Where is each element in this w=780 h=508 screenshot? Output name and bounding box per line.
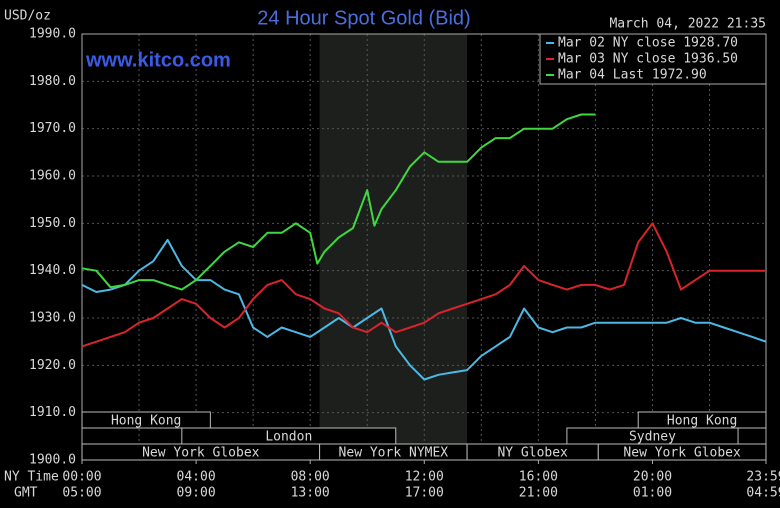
session-label: Hong Kong [667, 414, 737, 429]
x-tick-label: 08:00 [291, 470, 330, 485]
x-tick-label: 00:00 [62, 470, 101, 485]
legend-entry: Mar 02 NY close 1928.70 [558, 36, 738, 51]
session-label: Hong Kong [111, 414, 181, 429]
y-axis-label: USD/oz [4, 9, 51, 24]
session-label: New York Globex [623, 446, 741, 461]
y-tick-label: 1980.0 [29, 74, 76, 89]
x-axis-label: NY Time [4, 470, 59, 485]
y-tick-label: 1930.0 [29, 311, 76, 326]
y-tick-label: 1920.0 [29, 358, 76, 373]
price-line [81, 222, 766, 348]
x-tick-label: 12:00 [405, 470, 444, 485]
x-tick-label: 04:00 [177, 470, 216, 485]
legend-box [539, 33, 767, 85]
session-label: Sydney [629, 430, 676, 445]
gmt-tick-label: 13:00 [291, 486, 330, 501]
price-line [81, 113, 596, 291]
x-tick-label: 16:00 [519, 470, 558, 485]
session-label: New York Globex [142, 446, 260, 461]
session-box [81, 411, 211, 429]
y-tick-label: 1940.0 [29, 263, 76, 278]
y-tick-label: 1910.0 [29, 405, 76, 420]
gmt-tick-label: 05:00 [62, 486, 101, 501]
y-tick-label: 1960.0 [29, 169, 76, 184]
watermark: www.kitco.com [85, 49, 231, 71]
session-label: NY Globex [497, 446, 568, 461]
gmt-tick-label: 17:00 [405, 486, 444, 501]
shaded-region [319, 34, 468, 460]
y-tick-label: 1970.0 [29, 121, 76, 136]
x-tick-label: 20:00 [633, 470, 672, 485]
y-tick-label: 1950.0 [29, 216, 76, 231]
legend-entry: Mar 04 Last 1972.90 [558, 68, 707, 83]
session-label: London [265, 430, 312, 445]
y-tick-label: 1900.0 [29, 453, 76, 468]
gmt-tick-label: 09:00 [177, 486, 216, 501]
x-tick-label: 23:59 [746, 470, 780, 485]
x-axis-label: GMT [14, 486, 38, 501]
session-box [597, 443, 767, 461]
gmt-tick-label: 01:00 [633, 486, 672, 501]
timestamp: March 04, 2022 21:35 [609, 17, 766, 32]
chart-title: 24 Hour Spot Gold (Bid) [257, 7, 470, 29]
gmt-tick-label: 04:59 [746, 486, 780, 501]
legend-entry: Mar 03 NY close 1936.50 [558, 52, 738, 67]
y-tick-label: 1990.0 [29, 27, 76, 42]
session-label: New York NYMEX [339, 446, 449, 461]
gmt-tick-label: 21:00 [519, 486, 558, 501]
